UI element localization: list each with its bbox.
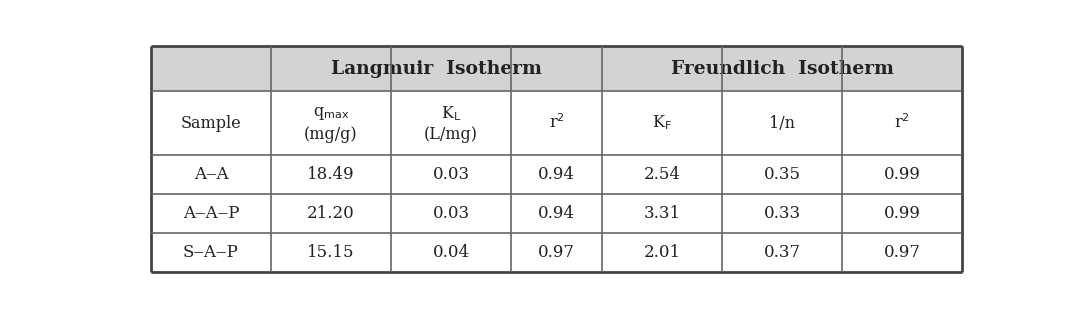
Text: 0.97: 0.97: [884, 244, 921, 261]
Text: 0.03: 0.03: [432, 166, 469, 183]
Text: 0.97: 0.97: [538, 244, 576, 261]
Bar: [151, 233, 962, 272]
Text: 0.99: 0.99: [884, 166, 921, 183]
Text: 0.37: 0.37: [763, 244, 800, 261]
Text: K$_{\rm F}$: K$_{\rm F}$: [652, 114, 672, 132]
Text: K$_{\rm L}$: K$_{\rm L}$: [441, 104, 462, 123]
Text: 0.33: 0.33: [763, 205, 800, 222]
Bar: [151, 46, 962, 91]
Bar: [151, 155, 962, 194]
Text: 0.35: 0.35: [763, 166, 800, 183]
Text: 2.01: 2.01: [644, 244, 681, 261]
Text: Freundlich  Isotherm: Freundlich Isotherm: [671, 60, 894, 78]
Text: A‒A: A‒A: [193, 166, 228, 183]
Bar: [151, 91, 962, 155]
Text: (mg/g): (mg/g): [304, 126, 357, 143]
Text: 0.03: 0.03: [432, 205, 469, 222]
Text: 15.15: 15.15: [307, 244, 355, 261]
Text: 1/n: 1/n: [769, 115, 795, 132]
Text: 2.54: 2.54: [644, 166, 681, 183]
Text: A‒A‒P: A‒A‒P: [182, 205, 239, 222]
Text: (L/mg): (L/mg): [425, 126, 478, 143]
Text: 18.49: 18.49: [307, 166, 355, 183]
Text: 0.04: 0.04: [432, 244, 469, 261]
Text: r$^{2}$: r$^{2}$: [895, 114, 910, 132]
Text: 0.99: 0.99: [884, 205, 921, 222]
Text: 0.94: 0.94: [538, 166, 576, 183]
Bar: [151, 194, 962, 233]
Text: 0.94: 0.94: [538, 205, 576, 222]
Text: q$_{\rm max}$: q$_{\rm max}$: [313, 105, 350, 122]
Text: 21.20: 21.20: [307, 205, 355, 222]
Text: Sample: Sample: [180, 115, 241, 132]
Text: Langmuir  Isotherm: Langmuir Isotherm: [331, 60, 542, 78]
Text: r$^{2}$: r$^{2}$: [548, 114, 565, 132]
Text: S‒A‒P: S‒A‒P: [184, 244, 239, 261]
Text: 3.31: 3.31: [644, 205, 681, 222]
